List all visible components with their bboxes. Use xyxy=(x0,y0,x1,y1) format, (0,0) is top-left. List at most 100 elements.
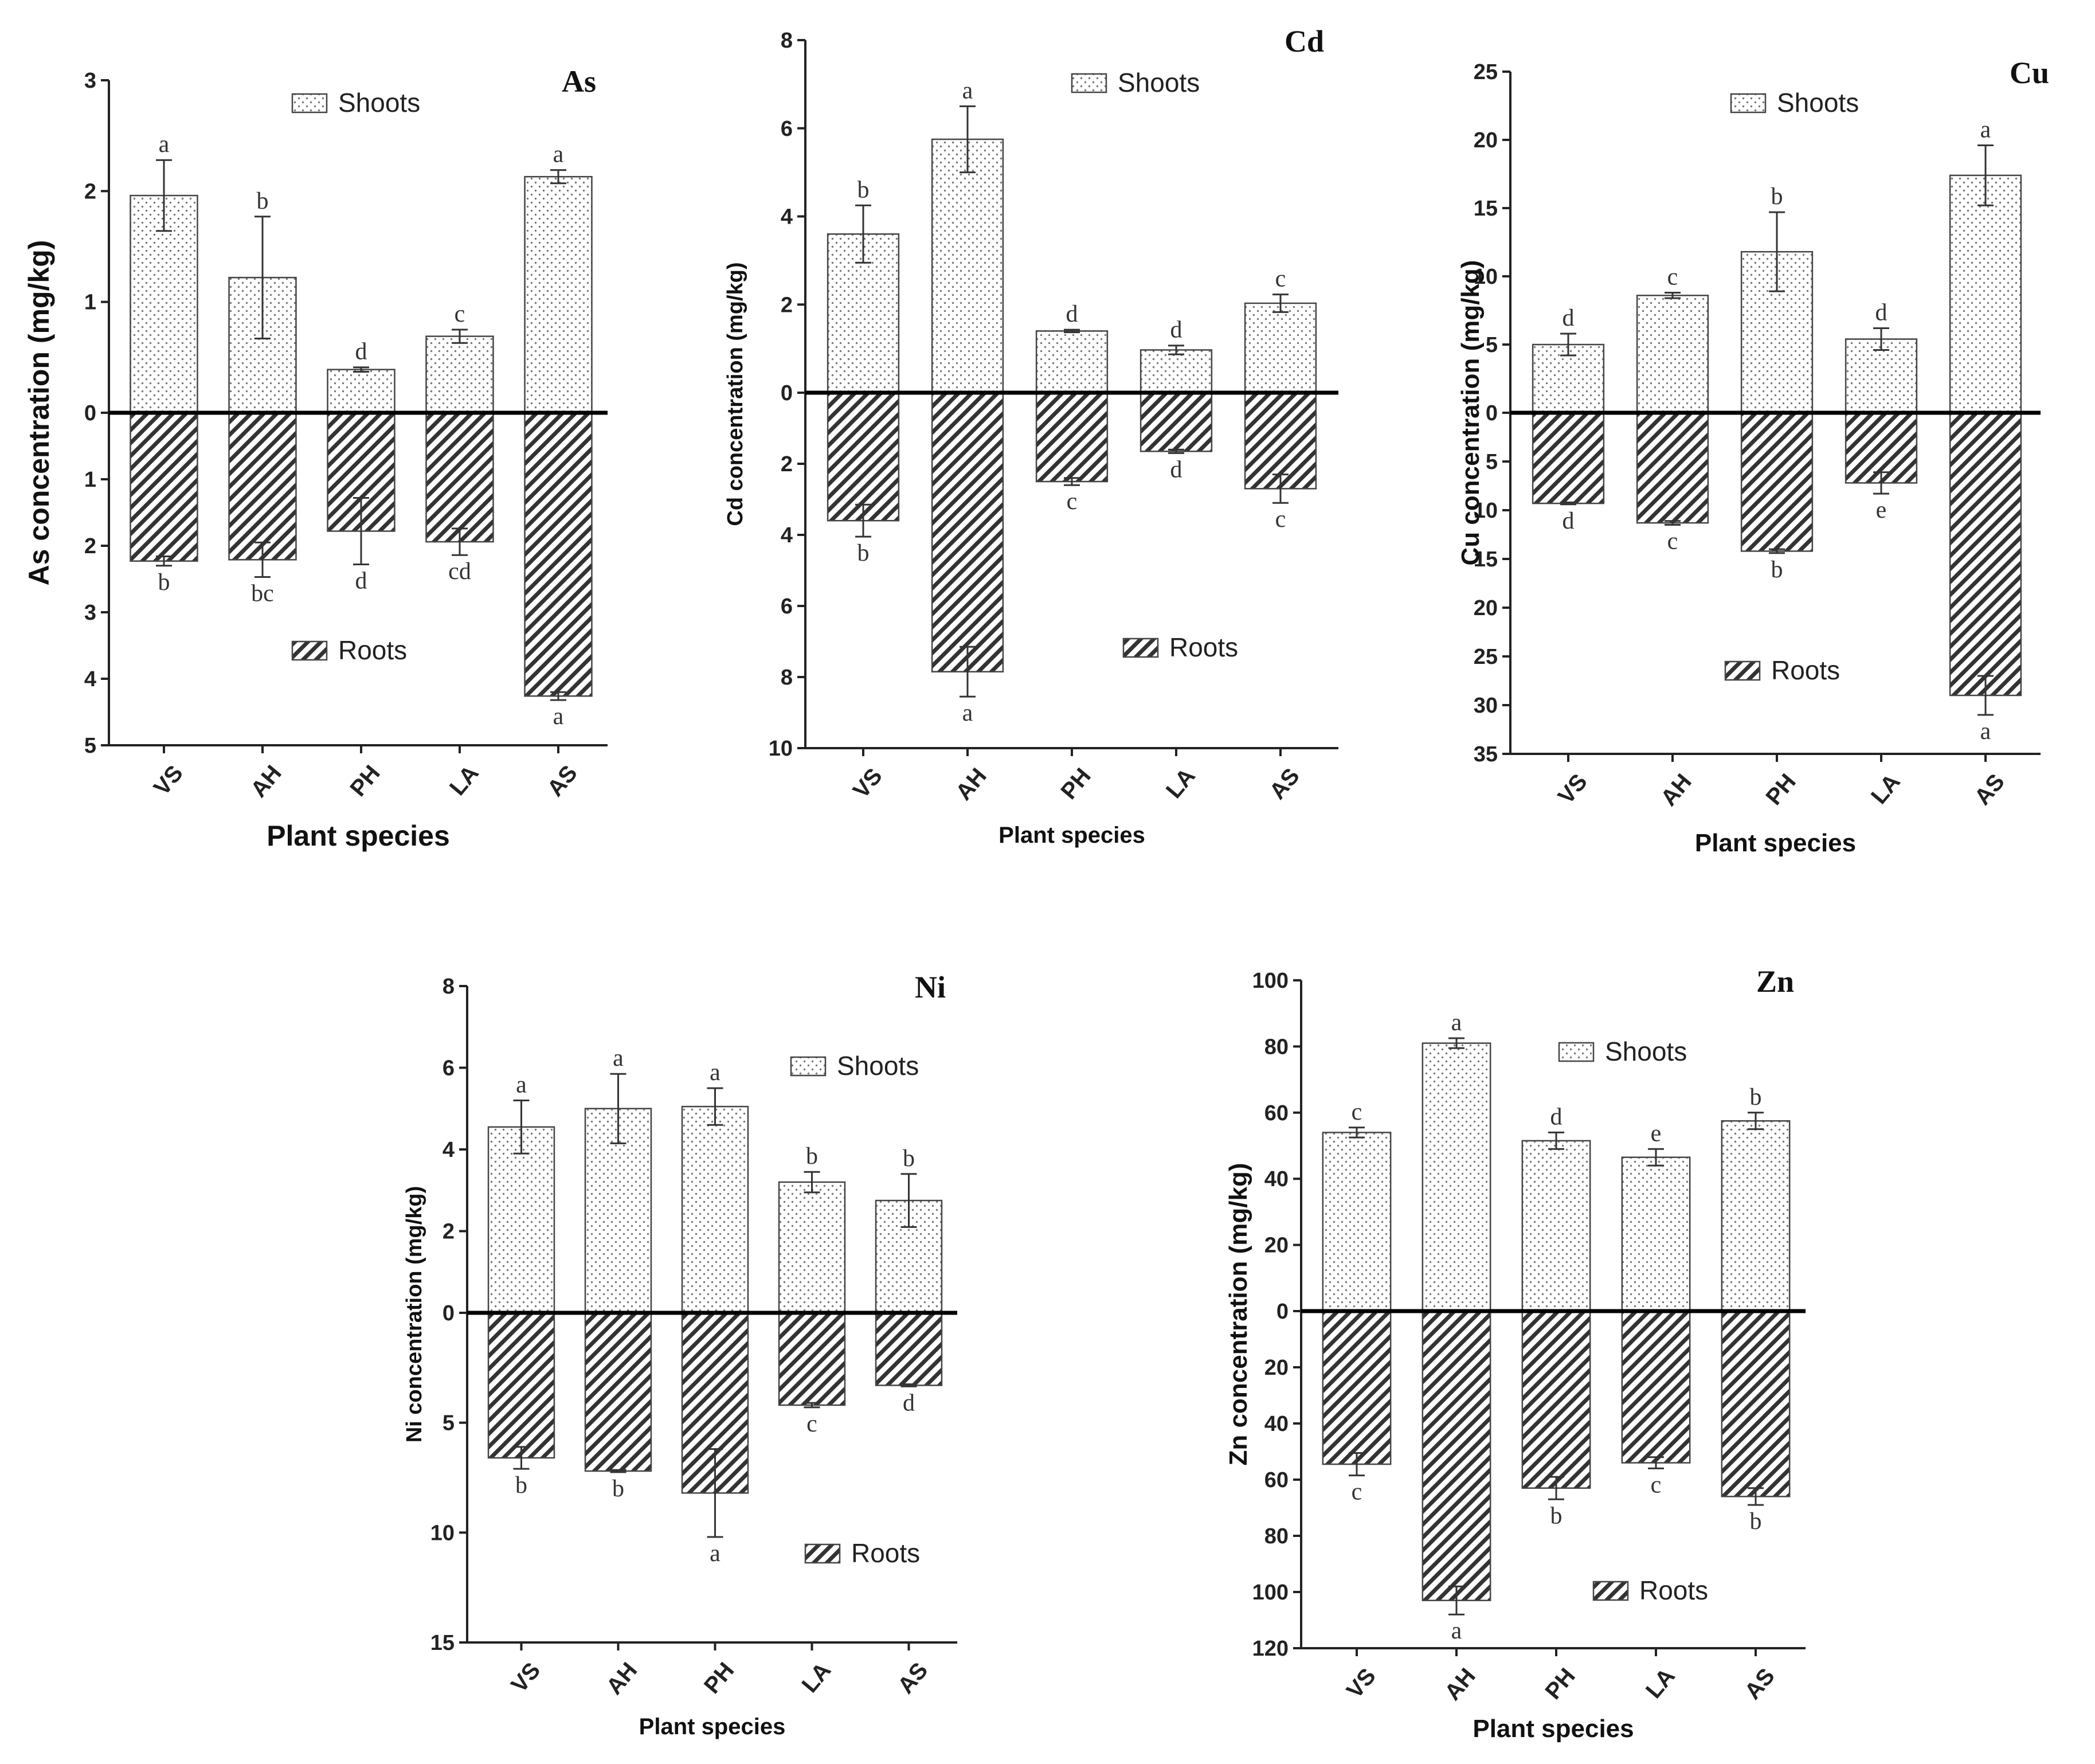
root-bar-ph xyxy=(1740,412,1814,552)
root-bar-ah xyxy=(584,1312,652,1472)
shoot-bar-ph xyxy=(681,1105,749,1314)
x-tick-label: PH xyxy=(345,761,385,801)
y-tick-label: 2 xyxy=(781,452,793,476)
shoot-error-bar xyxy=(900,1173,917,1228)
panel-title: Cd xyxy=(1285,24,1324,58)
root-significance-letter: b xyxy=(515,1472,527,1499)
x-axis-label: Plant species xyxy=(1695,829,1856,857)
y-tick-label: 4 xyxy=(781,523,793,547)
root-bar-vs xyxy=(130,412,198,562)
x-tick-label: VS xyxy=(149,761,188,800)
root-significance-letter: d xyxy=(355,568,367,594)
legend-roots-swatch xyxy=(1724,660,1761,681)
y-tick-label: 0 xyxy=(84,401,96,425)
y-tick-label: 1 xyxy=(84,468,96,492)
y-tick-label: 20 xyxy=(1474,596,1498,620)
shoot-error-bar xyxy=(1349,1127,1365,1139)
x-tick-label: AS xyxy=(1969,769,2009,810)
root-error-bar xyxy=(1168,448,1184,454)
shoot-significance-letter: b xyxy=(1771,183,1783,210)
legend-roots: Roots xyxy=(804,1538,920,1568)
shoot-significance-letter: c xyxy=(1667,264,1678,291)
x-tick-label: LA xyxy=(445,761,484,800)
y-tick-label: 3 xyxy=(84,69,96,93)
legend-shoots-label: Shoots xyxy=(1118,68,1200,97)
legend-shoots-swatch xyxy=(1071,73,1107,93)
legend-roots-label: Roots xyxy=(1639,1575,1708,1605)
x-axis-label: Plant species xyxy=(998,823,1145,848)
shoot-significance-letter: a xyxy=(159,131,170,158)
x-tick-label: AS xyxy=(893,1658,933,1699)
root-bar-ph xyxy=(1035,392,1109,483)
legend-shoots-swatch xyxy=(291,93,328,114)
legend-roots-swatch xyxy=(1122,637,1159,658)
root-error-bar xyxy=(1548,1476,1564,1500)
x-tick-label: AS xyxy=(542,761,582,801)
shoot-error-bar xyxy=(1873,327,1889,351)
x-tick-label: AH xyxy=(602,1658,643,1700)
root-significance-letter: c xyxy=(1667,529,1678,555)
x-tick-label: PH xyxy=(1540,1664,1580,1704)
panel-title: Zn xyxy=(1756,964,1794,999)
y-axis-label: Ni concentration (mg/kg) xyxy=(402,1186,426,1443)
y-tick-label: 2 xyxy=(443,1220,455,1244)
y-tick-label: 100 xyxy=(1252,1581,1289,1605)
root-significance-letter: b xyxy=(1550,1503,1563,1529)
shoot-significance-letter: a xyxy=(1980,117,1991,143)
legend-roots-label: Roots xyxy=(338,635,407,665)
y-tick-label: 120 xyxy=(1252,1637,1289,1661)
root-bar-la xyxy=(425,412,494,543)
shoot-significance-letter: a xyxy=(962,77,973,104)
shoot-error-bar xyxy=(1748,1112,1764,1131)
y-tick-label: 40 xyxy=(1264,1412,1289,1436)
y-tick-label: 0 xyxy=(781,381,793,405)
legend-roots-label: Roots xyxy=(1771,655,1840,685)
y-tick-label: 6 xyxy=(781,594,793,619)
root-bar-as xyxy=(875,1312,943,1386)
shoot-significance-letter: d xyxy=(1170,317,1182,343)
root-bar-vs xyxy=(827,392,900,522)
root-significance-letter: b xyxy=(1750,1508,1762,1535)
x-axis-label: Plant species xyxy=(639,1714,786,1739)
root-bar-vs xyxy=(1532,412,1605,504)
y-tick-label: 20 xyxy=(1474,128,1498,152)
root-bar-la xyxy=(1621,1310,1691,1464)
root-error-bar xyxy=(900,1383,917,1387)
shoot-significance-letter: b xyxy=(857,177,870,203)
root-significance-letter: c xyxy=(806,1411,817,1437)
shoot-significance-letter: d xyxy=(1875,299,1888,326)
root-error-bar xyxy=(550,691,566,701)
shoot-bar-la xyxy=(1139,349,1213,394)
y-tick-label: 20 xyxy=(1264,1356,1289,1380)
panel-title: Cu xyxy=(2010,56,2049,90)
shoot-significance-letter: d xyxy=(355,339,367,365)
y-tick-label: 15 xyxy=(430,1631,455,1655)
root-bar-ah xyxy=(1422,1310,1491,1601)
shoot-error-bar xyxy=(1448,1037,1464,1049)
y-tick-label: 3 xyxy=(84,601,96,625)
x-tick-label: LA xyxy=(1641,1664,1680,1703)
x-tick-label: LA xyxy=(1161,764,1200,803)
x-tick-label: PH xyxy=(1761,769,1800,810)
root-significance-letter: c xyxy=(1352,1479,1362,1505)
shoot-bar-la xyxy=(1621,1156,1691,1312)
shoot-significance-letter: d xyxy=(1550,1104,1563,1130)
shoot-bar-ah xyxy=(1422,1042,1491,1312)
root-error-bar xyxy=(1560,501,1576,506)
y-tick-label: 6 xyxy=(781,117,793,141)
shoot-error-bar xyxy=(550,169,566,185)
shoot-significance-letter: c xyxy=(1352,1099,1362,1125)
legend-roots: Roots xyxy=(291,635,407,665)
shoot-error-bar xyxy=(1272,294,1289,313)
y-tick-label: 30 xyxy=(1474,694,1498,718)
x-tick-label: AH xyxy=(951,764,992,805)
shoot-significance-letter: d xyxy=(1066,301,1078,327)
root-error-bar xyxy=(353,496,369,565)
root-bar-la xyxy=(1139,392,1213,452)
shoot-bar-la xyxy=(778,1181,846,1314)
panel-title: Ni xyxy=(915,970,946,1004)
legend-shoots: Shoots xyxy=(790,1051,919,1081)
legend-shoots-label: Shoots xyxy=(338,88,420,118)
root-error-bar xyxy=(804,1402,820,1409)
x-tick-label: VS xyxy=(848,764,887,803)
